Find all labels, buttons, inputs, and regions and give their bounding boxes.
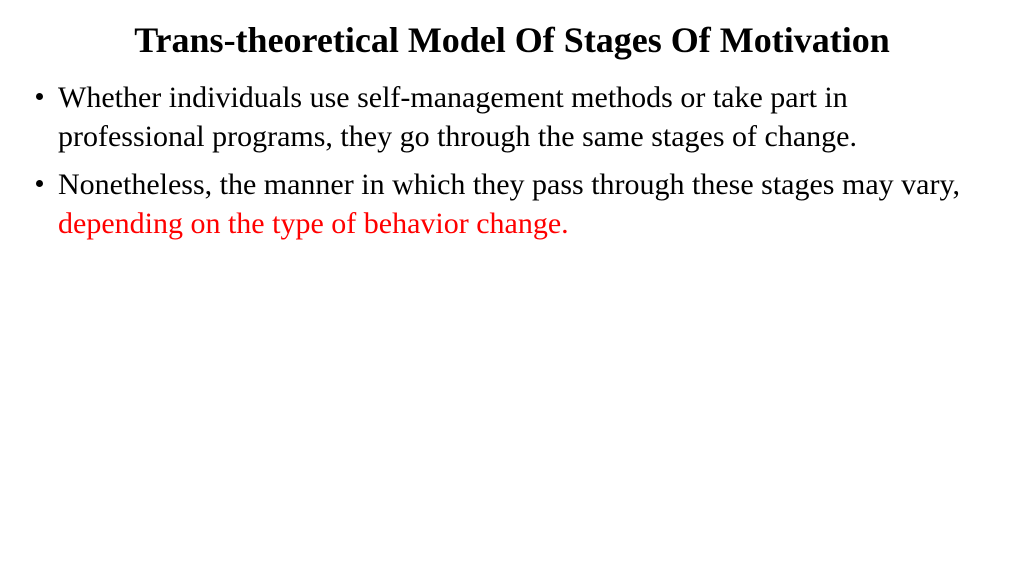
slide: Trans-theoretical Model Of Stages Of Mot… [0,0,1024,576]
bullet-list: Whether individuals use self-management … [30,79,994,243]
slide-body: Whether individuals use self-management … [30,79,994,243]
bullet-text-suffix: . [561,207,569,240]
bullet-item: Whether individuals use self-management … [30,79,994,156]
bullet-item: Nonetheless, the manner in which they pa… [30,166,994,243]
bullet-text-plain: Whether individuals use self-management … [58,81,857,152]
slide-title: Trans-theoretical Model Of Stages Of Mot… [102,20,922,61]
bullet-dot-icon [36,180,43,187]
bullet-text-highlight: depending on the type of behavior change [58,207,561,240]
bullet-text-plain: Nonetheless, the manner in which they pa… [58,168,960,201]
bullet-dot-icon [36,93,43,100]
